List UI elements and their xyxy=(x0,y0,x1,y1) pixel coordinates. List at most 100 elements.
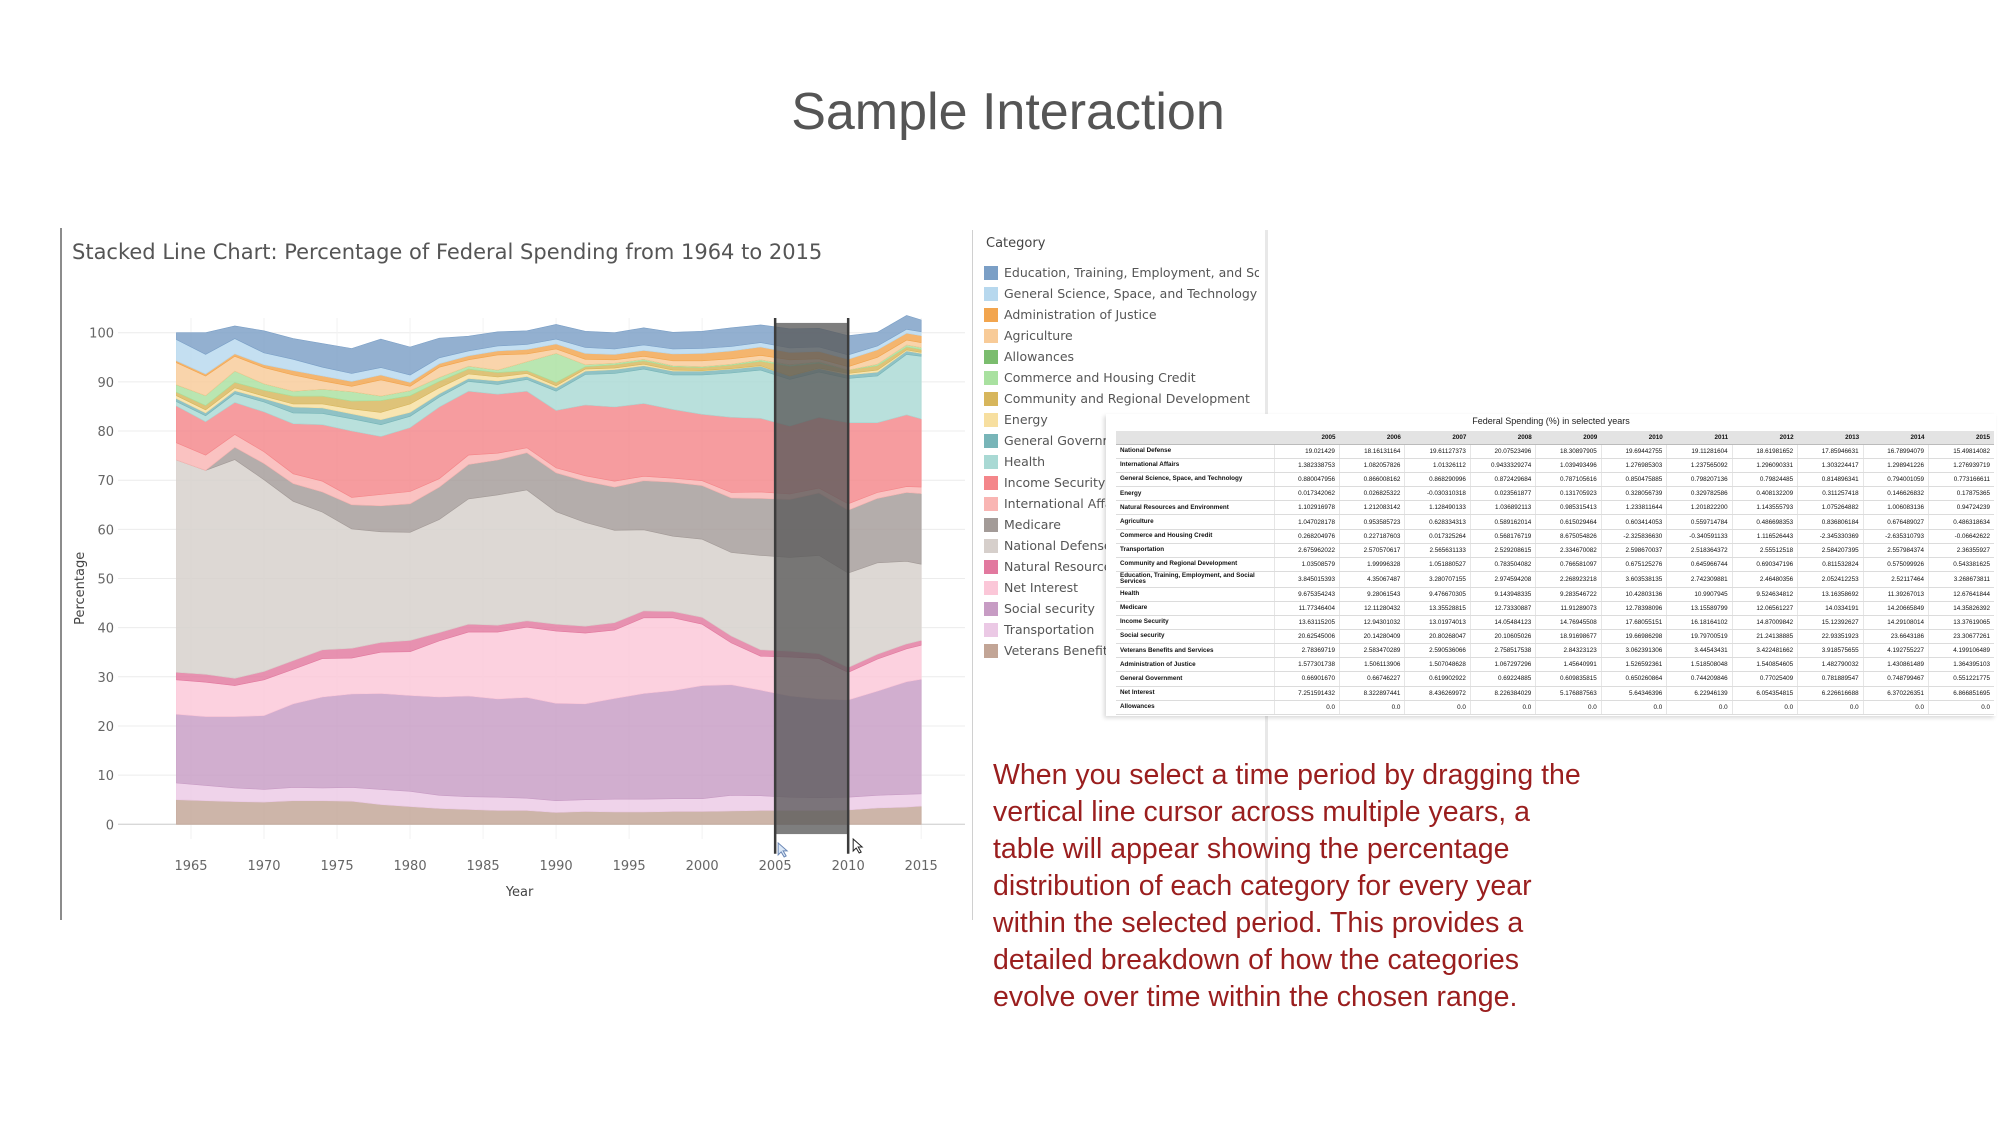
table-column-header: 2012 xyxy=(1732,431,1798,445)
table-cell: 0.79824485 xyxy=(1731,472,1798,488)
legend-item[interactable]: Allowances xyxy=(984,346,1259,367)
y-tick-label: 30 xyxy=(97,671,114,686)
legend-item[interactable]: Social security xyxy=(984,598,1259,619)
legend-label: Transportation xyxy=(1004,622,1095,637)
table-cell: 1.518508048 xyxy=(1666,657,1733,673)
table-column-header: 2010 xyxy=(1601,431,1667,445)
table-cell: 11.39267013 xyxy=(1862,587,1929,602)
table-cell: 13.63115205 xyxy=(1273,615,1340,631)
table-cell: 0.985315413 xyxy=(1535,500,1602,516)
legend-swatch xyxy=(984,496,998,511)
legend-swatch xyxy=(984,307,998,322)
stacked-area-chart[interactable]: Veterans Benefits and ServicesTransporta… xyxy=(0,0,975,930)
federal-spending-table: 2005 2006 2007 2008 2009 2010 2011 2012 2013 2014… xyxy=(1116,431,1994,715)
legend-label: International Affai xyxy=(1004,496,1117,511)
legend-swatch xyxy=(984,265,998,280)
table-cell: 2.55512518 xyxy=(1731,543,1798,558)
table-column-header: 2006 xyxy=(1339,431,1405,445)
table-cell: 0.0 xyxy=(1797,700,1864,715)
legend-item[interactable]: Health xyxy=(984,451,1259,472)
table-cell: 9.476670305 xyxy=(1404,587,1471,602)
table-cell: 2.052412253 xyxy=(1797,571,1864,588)
table-cell: 0.0 xyxy=(1928,700,1994,715)
table-cell: 0.023561877 xyxy=(1469,486,1536,502)
legend-item[interactable]: Commerce and Housing Credit xyxy=(984,367,1259,388)
time-selection xyxy=(773,318,864,858)
legend-item[interactable]: General Governmer xyxy=(984,430,1259,451)
legend-item[interactable]: Energy xyxy=(984,409,1259,430)
table-cell: 20.62545006 xyxy=(1273,629,1340,645)
table-cell: 0.486318634 xyxy=(1928,514,1994,530)
table-row-label: International Affairs xyxy=(1116,458,1274,474)
legend-item[interactable]: Veterans Benefits a xyxy=(984,640,1259,661)
table-cell: 8.436269972 xyxy=(1404,686,1471,701)
legend-item[interactable]: Education, Training, Employment, and Soc… xyxy=(984,262,1259,283)
table-cell: 6.866851695 xyxy=(1928,686,1994,701)
x-axis-label: Year xyxy=(505,885,534,900)
table-cell: 12.73330887 xyxy=(1469,601,1536,617)
table-cell: 3.918575655 xyxy=(1797,643,1864,659)
legend-item[interactable]: International Affai xyxy=(984,493,1259,514)
table-cell: 0.773166611 xyxy=(1928,472,1994,488)
legend-label: Administration of Justice xyxy=(1004,307,1157,322)
table-cell: 0.0 xyxy=(1469,700,1536,715)
table-cell: 0.227187603 xyxy=(1338,529,1405,544)
legend-item[interactable]: Transportation xyxy=(984,619,1259,640)
table-cell: 1.276985303 xyxy=(1600,458,1667,474)
table-cell: 2.268923218 xyxy=(1535,571,1602,588)
area-series: Education, Training, Employment, and Soc… xyxy=(176,315,922,376)
table-cell: 0.0 xyxy=(1862,700,1929,715)
legend-item[interactable]: National Defense xyxy=(984,535,1259,556)
table-row: Community and Regional Development 1.0350… xyxy=(1116,557,1994,572)
legend-item[interactable]: Community and Regional Development xyxy=(984,388,1259,409)
slide-title: Sample Interaction xyxy=(791,83,1225,141)
table-cell: 1.075264882 xyxy=(1797,500,1864,516)
legend-swatch xyxy=(984,391,998,406)
legend-item[interactable]: Administration of Justice xyxy=(984,304,1259,325)
table-cell: 12.06561227 xyxy=(1731,601,1798,617)
table-cell: 18.16131164 xyxy=(1338,444,1405,460)
chart-title: Stacked Line Chart: Percentage of Federa… xyxy=(72,240,823,264)
table-cell: 10.42803136 xyxy=(1600,587,1667,602)
legend-item[interactable]: Income Security xyxy=(984,472,1259,493)
legend-item[interactable]: Net Interest xyxy=(984,577,1259,598)
legend-swatch xyxy=(984,433,998,448)
legend-item[interactable]: Agriculture xyxy=(984,325,1259,346)
table-cell: 0.589162014 xyxy=(1469,514,1536,530)
legend-item[interactable]: General Science, Space, and Technology xyxy=(984,283,1259,304)
table-cell: 0.328056739 xyxy=(1600,486,1667,502)
table-row: Income Security 13.63115205 12.94301032 13.… xyxy=(1116,615,1994,631)
table-cell: 1.036892113 xyxy=(1469,500,1536,516)
table-cell: 1.382338753 xyxy=(1273,458,1340,474)
table-row: Health 9.675354243 9.28061543 9.476670305 9.… xyxy=(1116,587,1994,602)
table-cell: 2.78369719 xyxy=(1273,643,1340,659)
table-cell: 1.540854605 xyxy=(1731,657,1798,673)
table-cell: 0.953585723 xyxy=(1338,514,1405,530)
table-cell: 1.276939719 xyxy=(1928,458,1994,474)
legend-label: Natural Resources xyxy=(1004,559,1118,574)
x-tick-label: 1970 xyxy=(247,859,280,874)
table-cell: 2.557984374 xyxy=(1862,543,1929,558)
table-cell: 9.143948335 xyxy=(1469,587,1536,602)
table-row: Energy 0.017342062 0.026825322 -0.030310318… xyxy=(1116,486,1994,502)
table-cell: 22.93351923 xyxy=(1797,629,1864,645)
table-cell: 11.91289073 xyxy=(1535,601,1602,617)
table-row: Veterans Benefits and Services 2.78369719… xyxy=(1116,643,1994,659)
x-tick-label: 1965 xyxy=(174,859,207,874)
table-cell: 0.794001059 xyxy=(1862,472,1929,488)
table-cell: 0.66901670 xyxy=(1273,671,1340,687)
legend-label: Income Security xyxy=(1004,475,1106,490)
table-cell: 12.67641844 xyxy=(1928,587,1994,602)
table-cell: 0.551221775 xyxy=(1928,671,1994,687)
table-row-label: Agriculture xyxy=(1116,514,1274,530)
table-cell: 11.77346404 xyxy=(1273,601,1340,617)
legend-item[interactable]: Natural Resources xyxy=(984,556,1259,577)
table-cell: 15.12392627 xyxy=(1797,615,1864,631)
table-cell: 15.49814082 xyxy=(1928,444,1994,460)
table-row: Administration of Justice 1.577301738 1.50… xyxy=(1116,657,1994,673)
table-cell: 1.298941226 xyxy=(1862,458,1929,474)
table-row-label: Natural Resources and Environment xyxy=(1116,500,1274,516)
table-cell: 0.026825322 xyxy=(1338,486,1405,502)
table-row-label: Education, Training, Employment, and Soc… xyxy=(1116,571,1274,588)
legend-item[interactable]: Medicare xyxy=(984,514,1259,535)
